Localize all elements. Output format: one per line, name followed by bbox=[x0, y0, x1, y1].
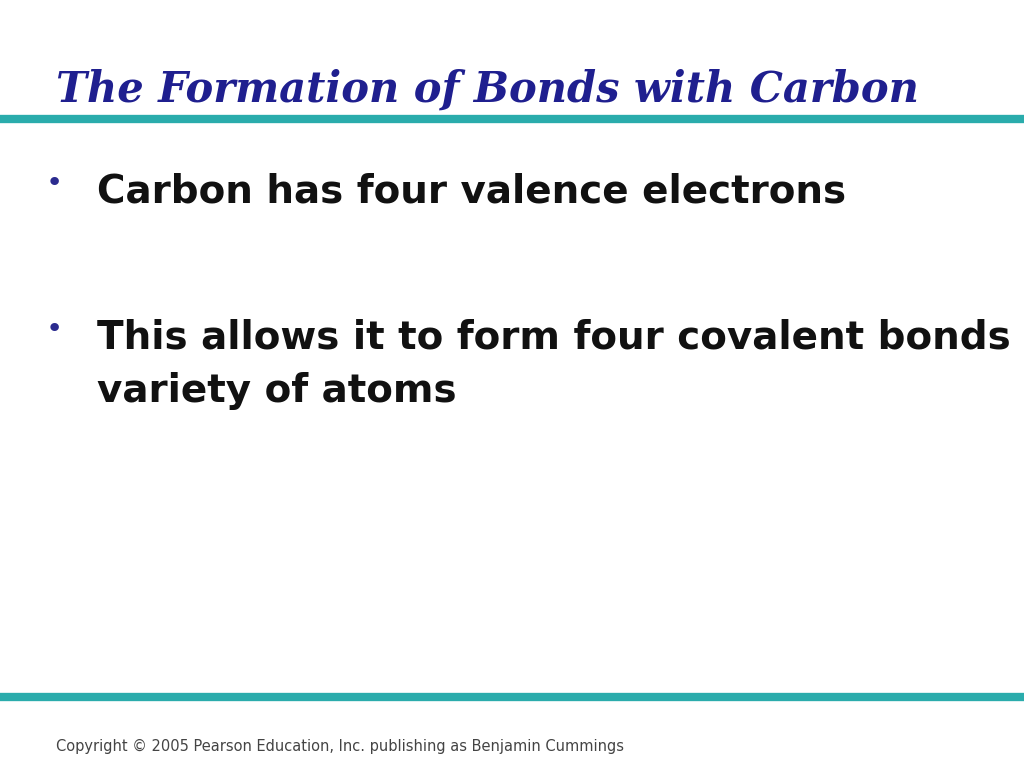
Text: Carbon has four valence electrons: Carbon has four valence electrons bbox=[97, 173, 847, 210]
Text: Copyright © 2005 Pearson Education, Inc. publishing as Benjamin Cummings: Copyright © 2005 Pearson Education, Inc.… bbox=[56, 739, 625, 754]
Text: •: • bbox=[46, 315, 63, 343]
Text: The Formation of Bonds with Carbon: The Formation of Bonds with Carbon bbox=[56, 69, 920, 111]
Text: •: • bbox=[46, 169, 63, 197]
Text: This allows it to form four covalent bonds with a
variety of atoms: This allows it to form four covalent bon… bbox=[97, 319, 1024, 409]
